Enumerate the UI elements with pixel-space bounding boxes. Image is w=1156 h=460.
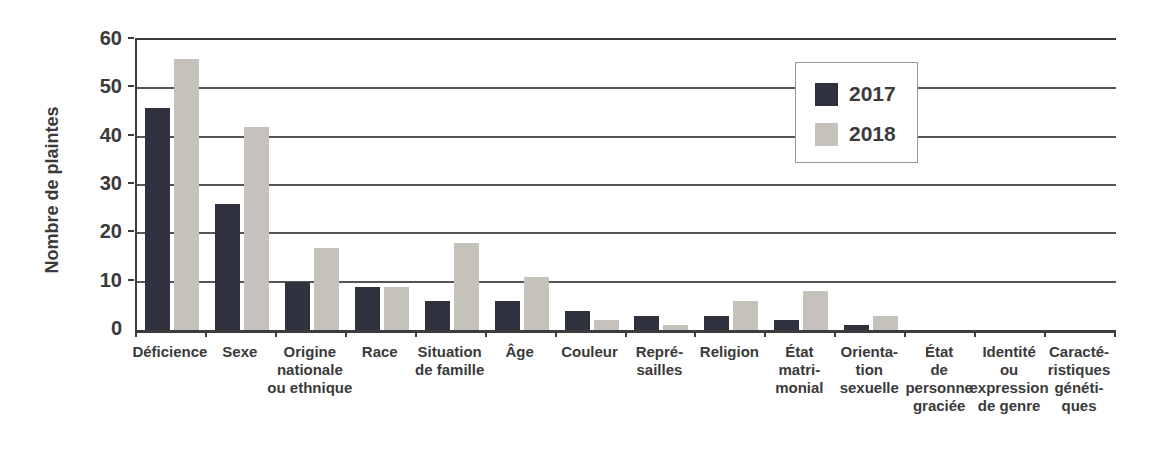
x-category-label-line: ristiques <box>1024 361 1134 379</box>
bar-2017-déficience <box>145 108 170 330</box>
x-tick-mark-13 <box>1044 331 1046 337</box>
y-tick-label-10: 10 <box>58 269 122 291</box>
bar-2017-orientation-sexuelle <box>844 325 869 330</box>
y-tick-label-50: 50 <box>58 75 122 97</box>
gridline-20 <box>137 232 1116 234</box>
y-tick-label-0: 0 <box>58 317 122 339</box>
bar-2018-religion <box>733 301 758 330</box>
x-category-label-line: de famille <box>395 361 505 379</box>
bar-2017-religion <box>704 316 729 331</box>
complaints-grouped-bar-chart: Nombre de plaintes 2017 2018 01020304050… <box>0 0 1156 460</box>
bar-2018-situation-de-famille <box>454 243 479 330</box>
bar-2017-origine-nationale-ou-ethnique <box>285 282 310 330</box>
legend-swatch-2018 <box>815 123 838 146</box>
bar-2018-orientation-sexuelle <box>873 316 898 331</box>
bar-2017-couleur <box>565 311 590 330</box>
bar-2017-représailles <box>634 316 659 331</box>
bar-2018-couleur <box>594 320 619 330</box>
x-tick-mark-6 <box>555 331 557 337</box>
bar-2018-sexe <box>244 127 269 330</box>
y-tick-mark-60 <box>128 37 134 39</box>
x-category-label-caractéristiques-génétiques: Caracté-ristiquesgénéti-ques <box>1024 343 1134 415</box>
legend-label-2018: 2018 <box>849 122 896 146</box>
x-tick-mark-8 <box>694 331 696 337</box>
y-tick-mark-40 <box>128 134 134 136</box>
plot-area <box>135 38 1116 333</box>
bar-2017-race <box>355 287 380 331</box>
x-tick-mark-14 <box>1114 331 1116 337</box>
bar-2018-représailles <box>663 325 688 330</box>
x-tick-mark-4 <box>415 331 417 337</box>
bar-2018-état-matrimonial <box>803 291 828 330</box>
x-tick-mark-2 <box>275 331 277 337</box>
gridline-40 <box>137 136 1116 138</box>
legend-swatch-2017 <box>815 83 838 106</box>
x-category-label-line: Caracté- <box>1024 343 1134 361</box>
x-category-label-line: nationale <box>255 361 365 379</box>
y-tick-mark-50 <box>128 85 134 87</box>
bar-2018-race <box>384 287 409 331</box>
x-category-label-line: ques <box>1024 397 1134 415</box>
x-category-label-line: sailles <box>604 361 714 379</box>
x-tick-mark-11 <box>904 331 906 337</box>
y-tick-mark-30 <box>128 182 134 184</box>
y-tick-label-30: 30 <box>58 172 122 194</box>
x-tick-mark-1 <box>205 331 207 337</box>
legend-item-2017: 2017 <box>815 82 917 106</box>
legend: 2017 2018 <box>795 62 918 163</box>
legend-label-2017: 2017 <box>849 82 896 106</box>
x-category-label-line: ou ethnique <box>255 379 365 397</box>
y-tick-label-60: 60 <box>58 27 122 49</box>
bar-2017-sexe <box>215 204 240 330</box>
x-tick-mark-10 <box>834 331 836 337</box>
x-category-label-line: généti- <box>1024 379 1134 397</box>
bar-2017-âge <box>495 301 520 330</box>
bar-2017-situation-de-famille <box>425 301 450 330</box>
x-tick-mark-12 <box>974 331 976 337</box>
bar-2018-origine-nationale-ou-ethnique <box>314 248 339 330</box>
bar-2017-état-matrimonial <box>774 320 799 330</box>
gridline-30 <box>137 184 1116 186</box>
x-tick-mark-5 <box>485 331 487 337</box>
legend-item-2018: 2018 <box>815 122 917 146</box>
x-tick-mark-9 <box>764 331 766 337</box>
x-tick-mark-7 <box>625 331 627 337</box>
y-tick-mark-20 <box>128 230 134 232</box>
gridline-50 <box>137 87 1116 89</box>
y-tick-label-40: 40 <box>58 124 122 146</box>
x-tick-mark-3 <box>345 331 347 337</box>
x-tick-mark-0 <box>135 331 137 337</box>
bar-2018-déficience <box>174 59 199 330</box>
bar-2018-âge <box>524 277 549 330</box>
y-tick-mark-10 <box>128 279 134 281</box>
y-tick-label-20: 20 <box>58 220 122 242</box>
